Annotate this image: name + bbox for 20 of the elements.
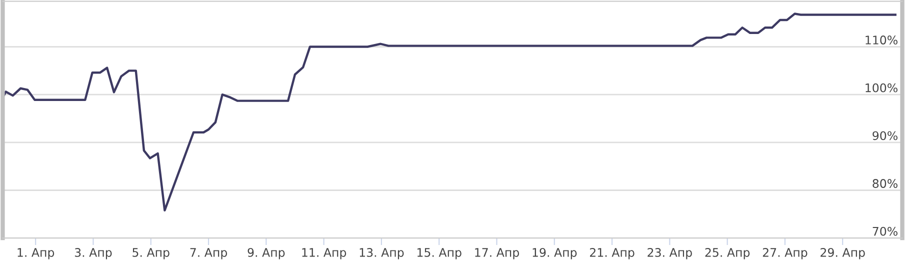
x-tick-label: 21. Апр [590, 248, 634, 260]
x-tick-label: 15. Апр [417, 248, 462, 260]
x-tick-label: 13. Апр [360, 248, 404, 260]
x-tick-label: 19. Апр [532, 248, 577, 260]
y-tick-label: 90% [872, 131, 898, 140]
x-tick-label: 7. Апр [190, 248, 228, 260]
x-tick-label: 5. Апр [132, 248, 170, 260]
x-tick-label: 11. Апр [302, 248, 346, 260]
x-tick-label: 3. Апр [74, 248, 112, 260]
y-tick-label: 110% [866, 36, 898, 44]
x-tick-label: 23. Апр [648, 248, 692, 260]
y-tick-label: 100% [866, 83, 898, 92]
x-tick-label: 9. Апр [248, 248, 285, 260]
y-tick-label: 80% [872, 179, 898, 188]
x-tick-label: 25. Апр [705, 248, 750, 260]
y-tick-label: 70% [872, 226, 898, 236]
x-tick-label: 1. Апр [18, 248, 54, 260]
x-tick-label: 17. Апр [475, 248, 520, 260]
x-tick-label: 29. Апр [820, 248, 865, 260]
x-tick-label: 27. Апр [762, 248, 808, 260]
